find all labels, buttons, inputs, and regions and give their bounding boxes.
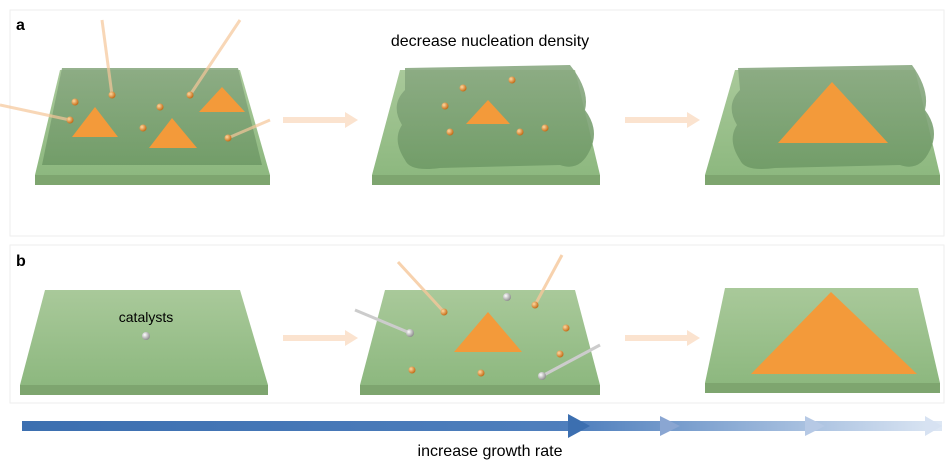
figure: a b decrease nucleation density bbox=[0, 0, 945, 465]
plate bbox=[355, 255, 600, 395]
growth-arrow bbox=[22, 414, 942, 438]
plate bbox=[372, 65, 600, 185]
footer: increase growth rate bbox=[418, 443, 563, 460]
annotation: catalysts bbox=[119, 309, 173, 325]
plate bbox=[0, 20, 270, 185]
panel-label: b bbox=[16, 253, 26, 270]
page: {"panels": [{"label": "a", "caption": "d… bbox=[0, 0, 945, 465]
caption: decrease nucleation density bbox=[391, 33, 589, 50]
plate bbox=[705, 65, 940, 185]
plate bbox=[705, 288, 940, 393]
plate: catalysts bbox=[20, 290, 268, 395]
panel-label: a bbox=[16, 17, 25, 34]
